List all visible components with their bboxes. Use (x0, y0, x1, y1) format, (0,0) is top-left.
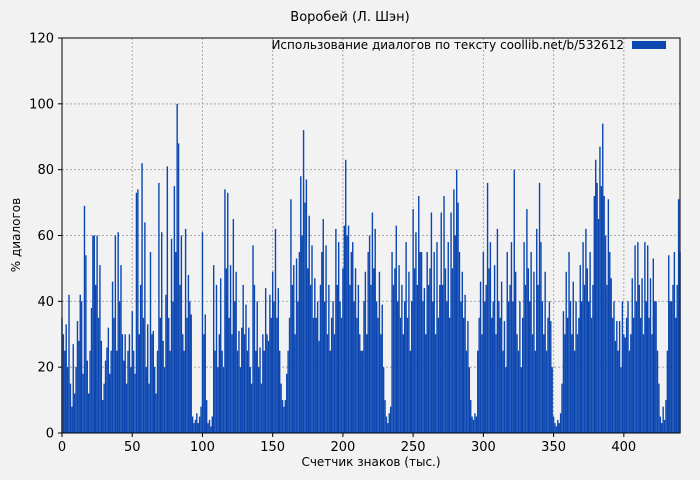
x-tick-label: 0 (58, 440, 66, 455)
x-tick-label: 100 (190, 440, 215, 455)
x-tick-label: 350 (541, 440, 566, 455)
legend-label: Использование диалогов по тексту coollib… (271, 38, 624, 52)
y-tick-label: 100 (29, 97, 54, 112)
y-tick-label: 0 (46, 427, 54, 442)
y-tick-label: 120 (29, 32, 54, 47)
y-tick-label: 60 (37, 229, 54, 244)
x-tick-label: 400 (611, 440, 636, 455)
x-tick-label: 300 (471, 440, 496, 455)
x-tick-label: 200 (330, 440, 355, 455)
x-tick-label: 50 (124, 440, 141, 455)
legend-swatch (632, 41, 666, 49)
x-tick-label: 250 (401, 440, 426, 455)
y-tick-label: 20 (37, 361, 54, 376)
chart-title: Воробей (Л. Шэн) (290, 10, 410, 25)
x-axis-label: Счетчик знаков (тыс.) (301, 455, 441, 469)
legend: Использование диалогов по тексту coollib… (0, 38, 666, 52)
x-tick-label: 150 (260, 440, 285, 455)
y-tick-label: 40 (37, 295, 54, 310)
bar-series (61, 103, 681, 433)
y-tick-label: 80 (37, 163, 54, 178)
y-axis-label: % диалогов (9, 197, 23, 273)
